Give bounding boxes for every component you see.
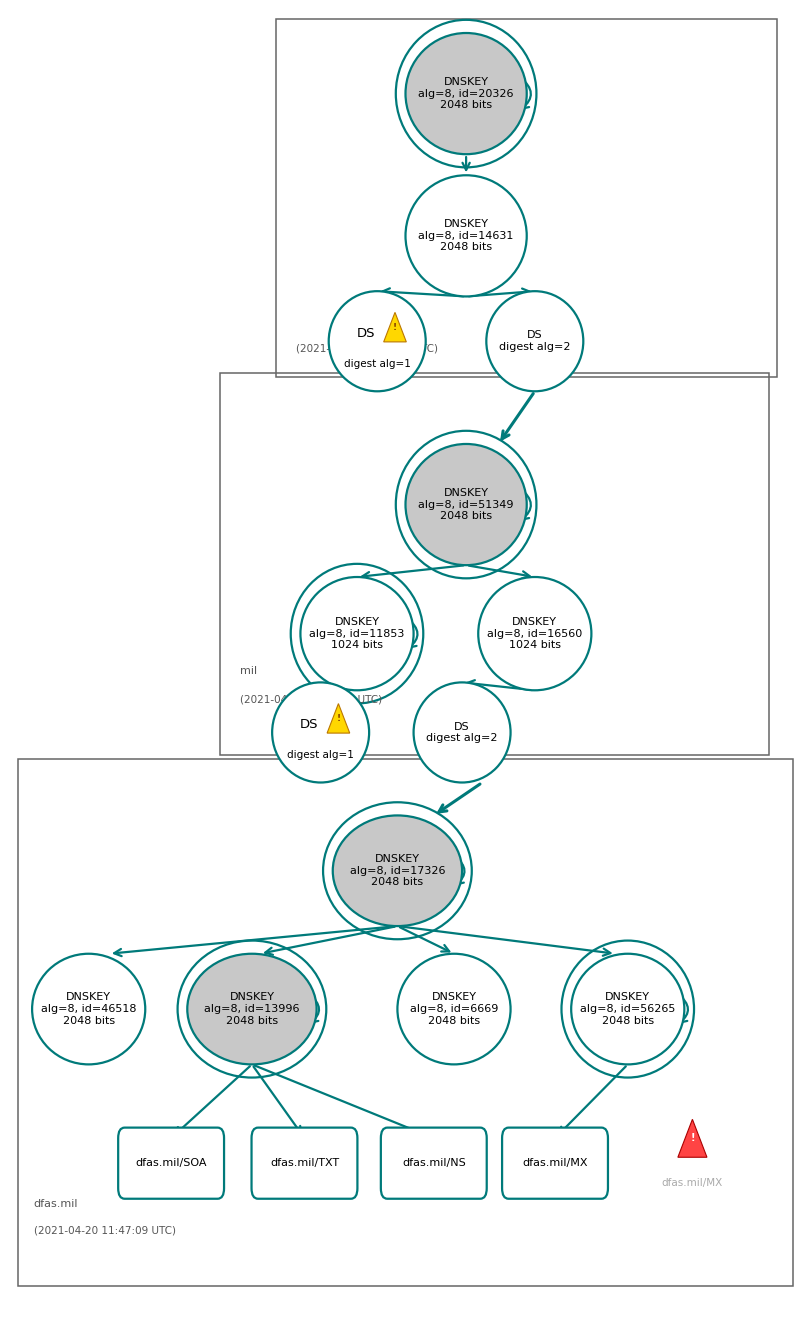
Text: !: ! bbox=[690, 1134, 695, 1143]
Text: dfas.mil/MX: dfas.mil/MX bbox=[662, 1177, 723, 1188]
Text: digest alg=1: digest alg=1 bbox=[287, 750, 354, 760]
Ellipse shape bbox=[406, 176, 526, 297]
Text: DS: DS bbox=[300, 718, 319, 731]
Ellipse shape bbox=[414, 682, 511, 783]
Ellipse shape bbox=[406, 444, 526, 565]
Text: dfas.mil/TXT: dfas.mil/TXT bbox=[270, 1158, 339, 1168]
Ellipse shape bbox=[397, 954, 511, 1064]
Text: DNSKEY
alg=8, id=14631
2048 bits: DNSKEY alg=8, id=14631 2048 bits bbox=[418, 219, 514, 252]
Ellipse shape bbox=[571, 954, 684, 1064]
Text: !: ! bbox=[393, 322, 397, 331]
Text: digest alg=1: digest alg=1 bbox=[344, 359, 410, 368]
Ellipse shape bbox=[406, 33, 526, 154]
Polygon shape bbox=[384, 313, 406, 342]
Ellipse shape bbox=[333, 816, 462, 927]
Ellipse shape bbox=[487, 292, 583, 391]
Ellipse shape bbox=[272, 682, 369, 783]
Text: (2021-04-20 11:47:09 UTC): (2021-04-20 11:47:09 UTC) bbox=[34, 1226, 176, 1236]
Ellipse shape bbox=[328, 292, 426, 391]
Bar bbox=[220, 372, 769, 755]
Text: DNSKEY
alg=8, id=20326
2048 bits: DNSKEY alg=8, id=20326 2048 bits bbox=[418, 77, 514, 110]
Text: DNSKEY
alg=8, id=51349
2048 bits: DNSKEY alg=8, id=51349 2048 bits bbox=[418, 488, 514, 521]
Text: DS
digest alg=2: DS digest alg=2 bbox=[427, 722, 498, 743]
Ellipse shape bbox=[300, 577, 414, 690]
Text: DS: DS bbox=[357, 327, 375, 339]
Text: DNSKEY
alg=8, id=11853
1024 bits: DNSKEY alg=8, id=11853 1024 bits bbox=[309, 616, 405, 651]
Text: mil: mil bbox=[240, 665, 257, 676]
FancyBboxPatch shape bbox=[251, 1127, 358, 1199]
FancyBboxPatch shape bbox=[381, 1127, 487, 1199]
Polygon shape bbox=[327, 704, 350, 733]
Text: dfas.mil: dfas.mil bbox=[34, 1200, 78, 1209]
Text: DNSKEY
alg=8, id=16560
1024 bits: DNSKEY alg=8, id=16560 1024 bits bbox=[487, 616, 582, 651]
Text: DNSKEY
alg=8, id=17326
2048 bits: DNSKEY alg=8, id=17326 2048 bits bbox=[350, 854, 445, 887]
Text: DNSKEY
alg=8, id=56265
2048 bits: DNSKEY alg=8, id=56265 2048 bits bbox=[580, 993, 676, 1026]
Text: DNSKEY
alg=8, id=46518
2048 bits: DNSKEY alg=8, id=46518 2048 bits bbox=[41, 993, 136, 1026]
Text: dfas.mil/NS: dfas.mil/NS bbox=[402, 1158, 466, 1168]
Text: dfas.mil/SOA: dfas.mil/SOA bbox=[135, 1158, 207, 1168]
Ellipse shape bbox=[32, 954, 145, 1064]
Text: DS
digest alg=2: DS digest alg=2 bbox=[499, 330, 571, 352]
FancyBboxPatch shape bbox=[118, 1127, 224, 1199]
Bar bbox=[277, 18, 777, 376]
Ellipse shape bbox=[187, 954, 316, 1064]
FancyBboxPatch shape bbox=[502, 1127, 608, 1199]
Bar bbox=[18, 759, 793, 1286]
Text: DNSKEY
alg=8, id=13996
2048 bits: DNSKEY alg=8, id=13996 2048 bits bbox=[204, 993, 300, 1026]
Ellipse shape bbox=[478, 577, 591, 690]
Polygon shape bbox=[678, 1119, 707, 1158]
Text: DNSKEY
alg=8, id=6669
2048 bits: DNSKEY alg=8, id=6669 2048 bits bbox=[410, 993, 498, 1026]
Text: (2021-04-20 11:46:56 UTC): (2021-04-20 11:46:56 UTC) bbox=[240, 694, 382, 705]
Text: (2021-04-20 08:53:26 UTC): (2021-04-20 08:53:26 UTC) bbox=[296, 343, 439, 352]
Text: !: ! bbox=[337, 714, 341, 723]
Text: dfas.mil/MX: dfas.mil/MX bbox=[522, 1158, 588, 1168]
